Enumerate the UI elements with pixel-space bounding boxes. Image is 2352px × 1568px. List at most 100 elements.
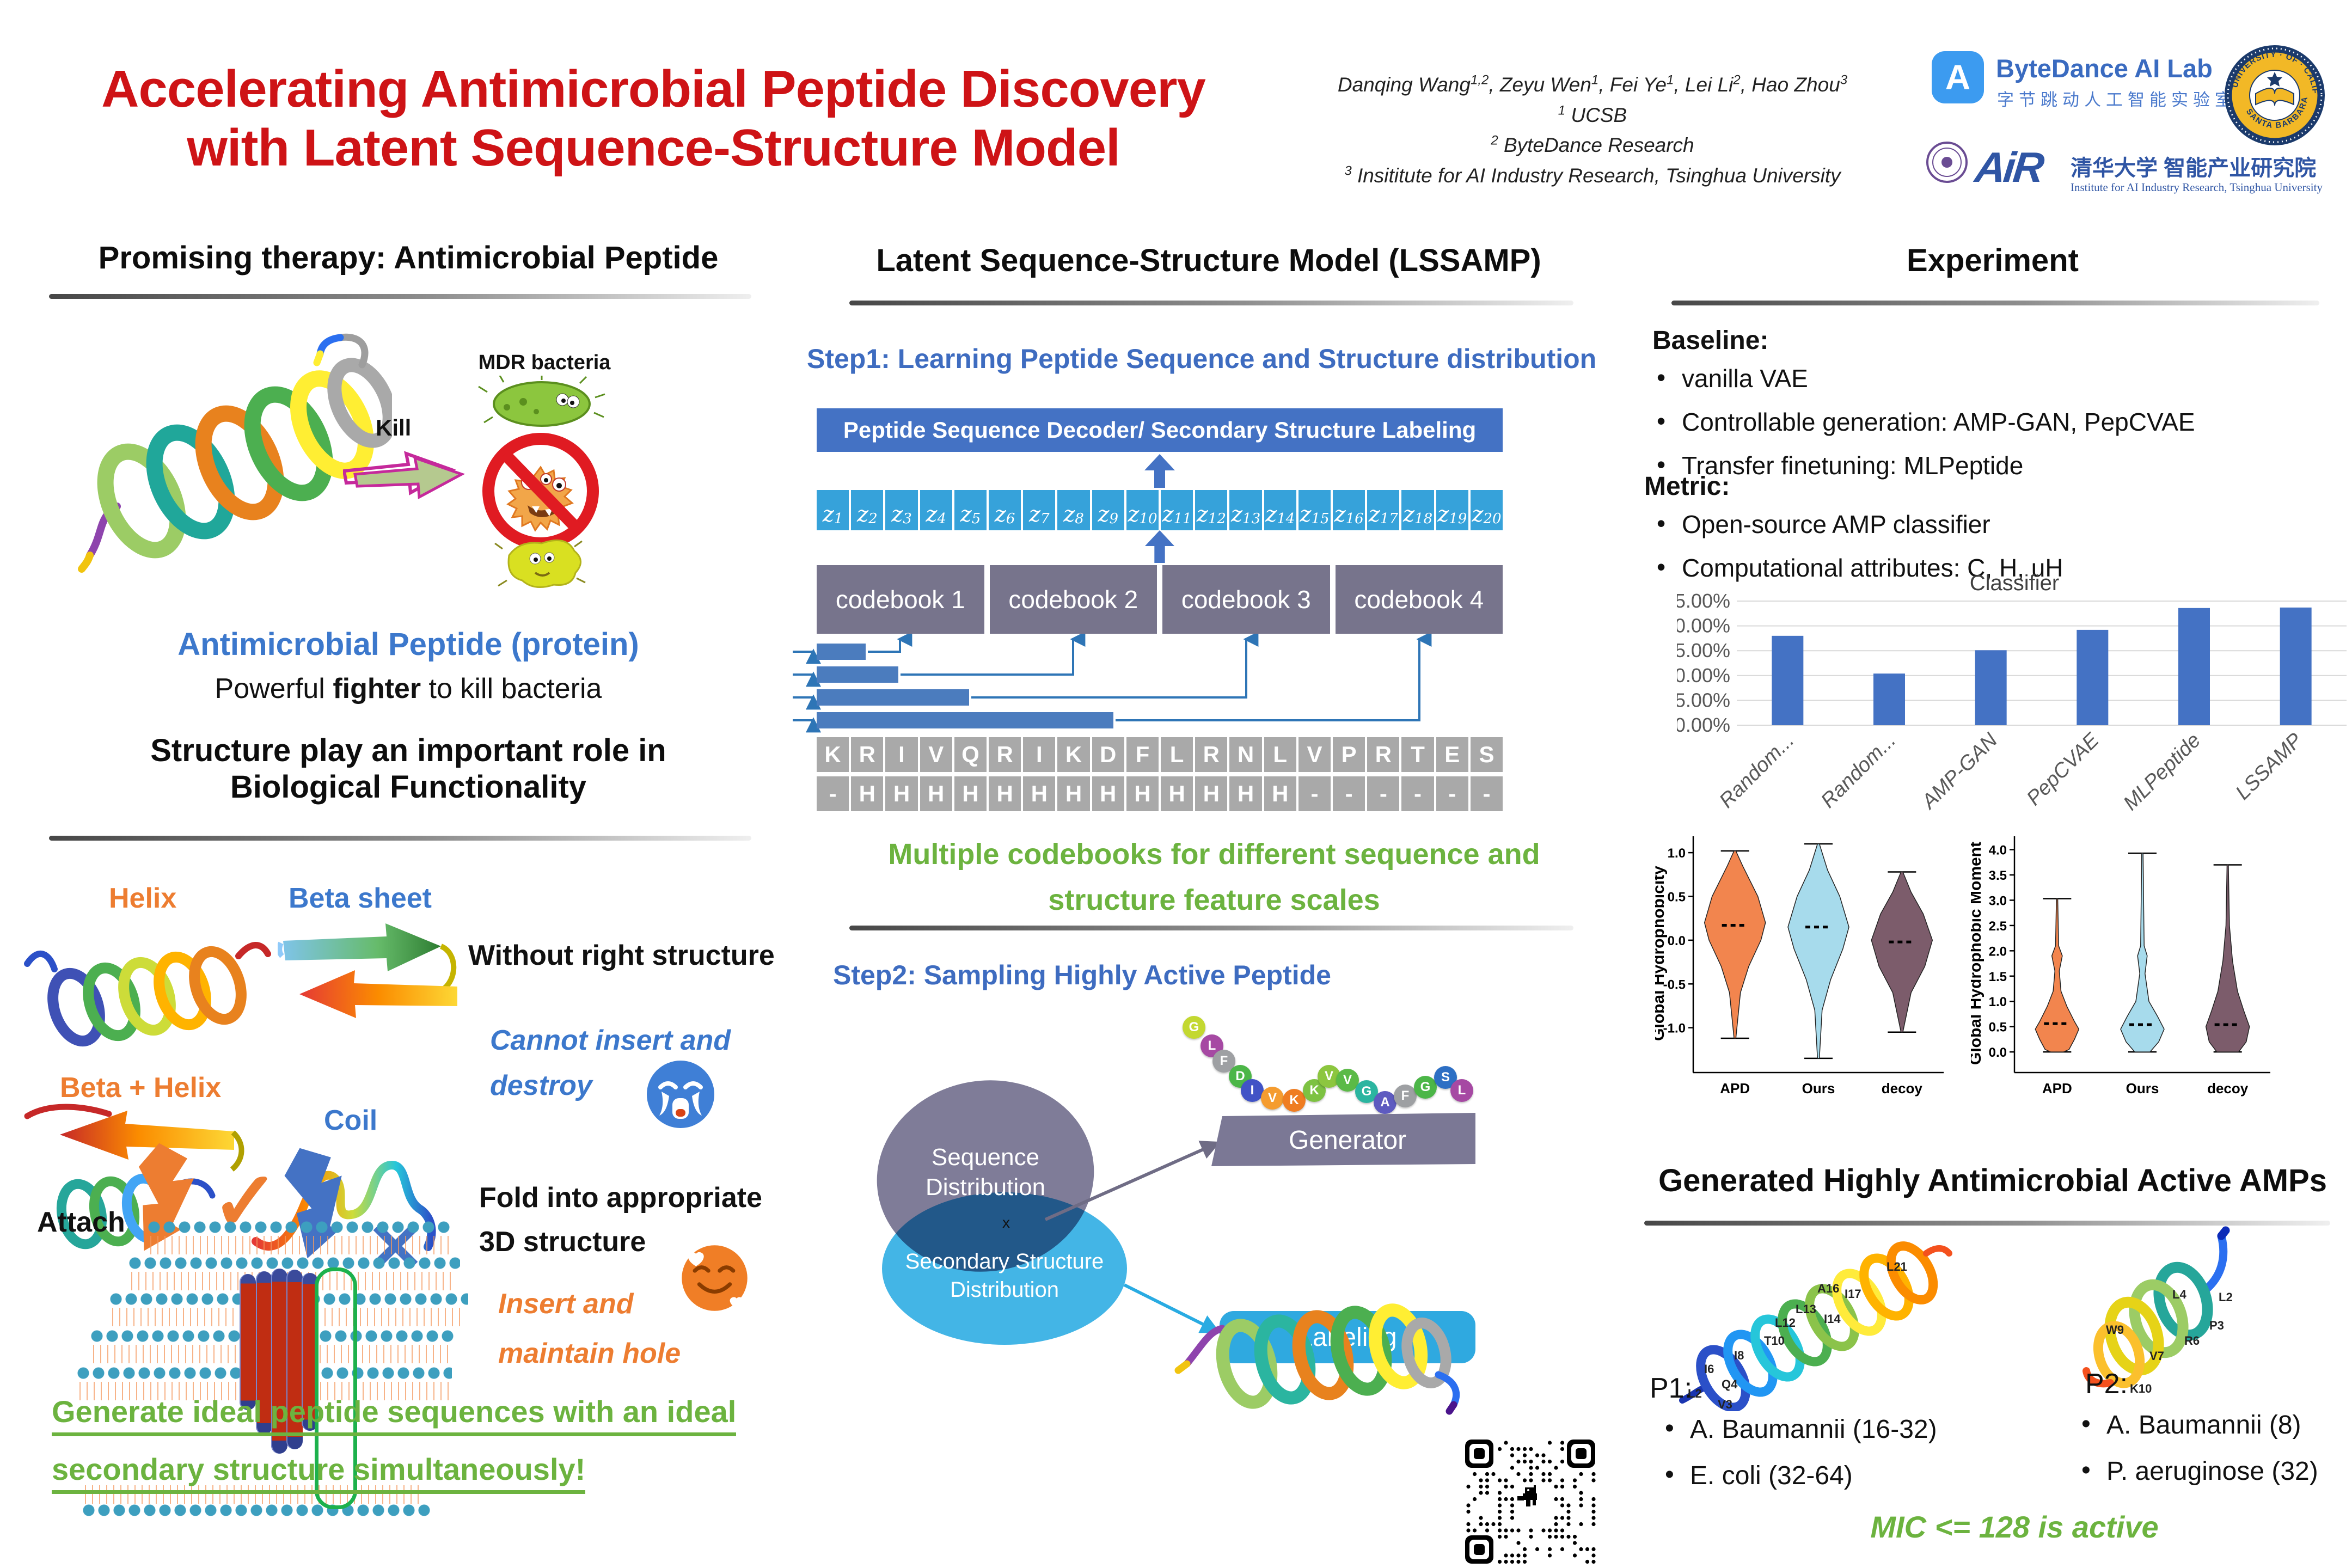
ss-label-cell: H	[1195, 776, 1228, 811]
violin-category-label: Ours	[1802, 1080, 1835, 1097]
ss-label-cell: H	[1229, 776, 1262, 811]
latent-scale-bar	[817, 666, 898, 683]
amp-sub-post: to kill bacteria	[421, 673, 602, 705]
generator-box	[1211, 1113, 1475, 1166]
metric-list: Open-source AMP classifier Computational…	[1652, 509, 2349, 597]
residue-cell: D	[1092, 737, 1124, 772]
residue-cell: K	[817, 737, 849, 772]
highlighted-helix-outline	[315, 1267, 357, 1509]
middle-section-title: Latent Sequence-Structure Model (LSSAMP)	[876, 243, 1541, 278]
crying-face-icon	[647, 1061, 714, 1128]
cannot-line1: Cannot insert and	[490, 1025, 731, 1056]
mic-note: MIC <= 128 is active	[1870, 1510, 2159, 1544]
latent-scale-bar	[817, 689, 969, 706]
residue-label: W9	[2106, 1323, 2124, 1337]
poster-title: Accelerating Antimicrobial Peptide Disco…	[65, 60, 1241, 177]
ss-label-cell: -	[1401, 776, 1434, 811]
violin-APD	[2035, 898, 2080, 1052]
bytedance-logo-icon: A	[1932, 51, 1984, 103]
left-divider-2	[49, 836, 751, 841]
svg-text:70.00%: 70.00%	[1677, 714, 1730, 736]
svg-text:3.5: 3.5	[1989, 868, 2007, 883]
violin-decoy	[1871, 871, 1933, 1033]
air-logo-cn: 清华大学 智能产业研究院	[2071, 156, 2317, 180]
residue-cell: E	[1436, 737, 1468, 772]
sampled-peptide-figure	[1174, 1303, 1460, 1415]
bar-AMP-GAN	[1975, 650, 2007, 725]
affiliation-line: 2 ByteDance Research	[1491, 133, 1694, 156]
coil-label: Coil	[324, 1105, 378, 1136]
beta-sheet-label: Beta sheet	[289, 883, 432, 914]
residue-cell: N	[1229, 737, 1262, 772]
author-block: Danqing Wang1,2, Zeyu Wen1, Fei Ye1, Lei…	[1269, 70, 1916, 191]
bytedance-logo-cn: 字节跳动人工智能实验室	[1997, 90, 2237, 109]
svg-text:0.0: 0.0	[1989, 1045, 2007, 1060]
codebook-note-line1: Multiple codebooks for different sequenc…	[888, 838, 1540, 871]
ss-label-cell: H	[954, 776, 987, 811]
residue-label: L4	[2172, 1288, 2186, 1301]
beta-helix-label: Beta + Helix	[60, 1072, 222, 1104]
residue-cell: L	[1161, 737, 1193, 772]
violin-category-label: Ours	[2126, 1080, 2159, 1097]
air-logo-en: Institute for AI Industry Research, Tsin…	[2071, 181, 2323, 194]
residue-cell: T	[1401, 737, 1434, 772]
z-token: z 12	[1195, 490, 1228, 530]
insert-line1: Insert and	[498, 1288, 634, 1320]
svg-text:0.5: 0.5	[1668, 890, 1686, 905]
z-token: z 20	[1470, 490, 1503, 530]
ss-label-cell: H	[1264, 776, 1296, 811]
z-token: z 11	[1161, 490, 1193, 530]
z-token: z 19	[1436, 490, 1468, 530]
prohibited-bacterium-icon	[482, 433, 599, 549]
p2-list: A. Baumannii (8) P. aeruginose (32)	[2077, 1409, 2352, 1500]
residue-label: T10	[1764, 1334, 1785, 1347]
z-token: z 16	[1333, 490, 1365, 530]
bar-PepCVAE	[2077, 629, 2109, 725]
ss-label-cell: H	[1023, 776, 1056, 811]
baseline-heading: Baseline:	[1652, 326, 1769, 355]
helix-figure	[24, 942, 271, 1047]
bar-Random...	[1873, 673, 1905, 725]
residue-cell: L	[1264, 737, 1296, 772]
bar-category-label: AMP-GAN	[1917, 728, 2002, 814]
bytedance-logo-text: ByteDance AI Lab	[1996, 54, 2213, 83]
svg-text:90.00%: 90.00%	[1677, 615, 1730, 637]
beta-sheet-figure	[278, 923, 457, 1018]
violin-ylabel: Global Hydrophobic Moment	[1971, 842, 1984, 1065]
metric-heading: Metric:	[1644, 472, 1730, 501]
cannot-line2: destroy	[490, 1070, 592, 1102]
amino-acid-bead: D	[1229, 1065, 1252, 1088]
residue-label: L2	[2219, 1290, 2233, 1304]
green-claim-line2: secondary structure simultaneously!	[52, 1451, 586, 1494]
step1-title: Step1: Learning Peptide Sequence and Str…	[807, 344, 1597, 374]
svg-text:3.0: 3.0	[1989, 893, 2007, 908]
ss-label-cell: -	[817, 776, 849, 811]
residue-cell: R	[851, 737, 884, 772]
ss-label-cell: H	[1092, 776, 1124, 811]
violin-category-label: APD	[1720, 1080, 1750, 1097]
residue-label: L12	[1775, 1316, 1796, 1330]
poster-title-line2: with Latent Sequence-Structure Model	[187, 118, 1120, 177]
p2-heading: P2:	[2085, 1368, 2128, 1400]
amino-acid-bead: K	[1283, 1089, 1306, 1112]
affiliation-line: 3 Insititute for AI Industry Research, T…	[1344, 163, 1841, 187]
metric-item: Computational attributes: C, H, uH	[1652, 552, 2349, 583]
violin-Ours	[1787, 843, 1849, 1059]
ss-label-cell: H	[851, 776, 884, 811]
z-token: z 18	[1401, 490, 1434, 530]
svg-text:2.0: 2.0	[1989, 944, 2007, 959]
middle-divider-1	[849, 301, 1573, 305]
venn-ss-line2: Distribution	[950, 1278, 1059, 1302]
residue-label: I8	[1734, 1349, 1744, 1362]
latent-scale-bar	[817, 712, 1113, 728]
bar-category-label: PepCVAE	[2022, 728, 2104, 810]
left-section1-title: Promising therapy: Antimicrobial Peptide	[98, 240, 719, 275]
attach-label: Attach	[37, 1206, 125, 1238]
p1-item: E. coli (32-64)	[1661, 1460, 1998, 1491]
fold-line2: 3D structure	[479, 1226, 646, 1258]
svg-text:-0.5: -0.5	[1663, 977, 1686, 992]
